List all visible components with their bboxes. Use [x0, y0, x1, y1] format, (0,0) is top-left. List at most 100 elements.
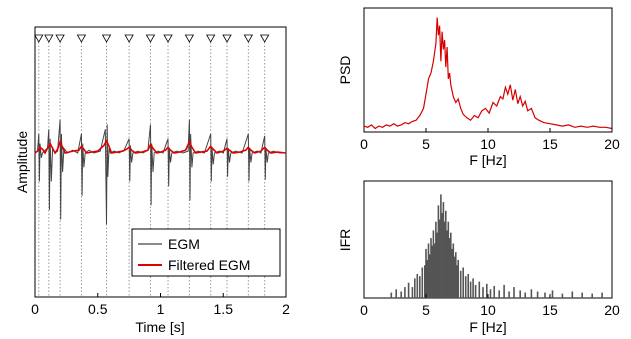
psd-tick-label: 15: [542, 136, 558, 152]
ifr-bar: [446, 230, 448, 298]
ifr-bar: [445, 210, 447, 298]
ifr-bar: [414, 278, 416, 298]
ifr-bar: [530, 289, 533, 298]
ifr-bar: [395, 289, 397, 298]
ifr-bar: [441, 213, 443, 298]
ifr-bar: [536, 291, 539, 298]
psd-x-ticks: 0 5 10 15 20: [360, 128, 620, 152]
ifr-bar: [443, 221, 446, 298]
ifr-bar: [447, 221, 450, 298]
ifr-bar: [436, 232, 438, 298]
event-marker-triangle: [34, 34, 44, 43]
event-marker-triangle: [222, 34, 232, 43]
ifr-bar: [472, 278, 474, 298]
ifr-bar: [493, 286, 495, 298]
ifr-bar: [416, 274, 419, 298]
event-marker-triangle: [124, 34, 134, 43]
ifr-bar: [433, 243, 436, 298]
event-marker-triangle: [184, 34, 195, 43]
ifr-bar: [404, 287, 406, 298]
psd-tick-label: 5: [422, 136, 430, 152]
ifr-bar: [435, 221, 437, 298]
egm-legend-label-egm: EGM: [168, 236, 200, 252]
ifr-bar: [469, 281, 472, 298]
ifr-bar: [503, 284, 505, 298]
egm-panel: 0 0.5 1 1.5 2 Time [s] Amplitude EGM Filtere…: [14, 26, 290, 335]
ifr-bar: [442, 202, 445, 298]
ifr-bar: [482, 287, 484, 298]
filtered-egm-trace: [34, 138, 287, 155]
ifr-bar: [519, 290, 521, 298]
ifr-bar: [437, 205, 440, 298]
ifr-bar: [464, 276, 467, 298]
ifr-bar: [390, 292, 393, 299]
ifr-bar: [440, 194, 442, 298]
egm-tick-label: 1: [157, 301, 165, 317]
ifr-bar: [456, 265, 458, 298]
ifr-bar: [544, 292, 546, 299]
egm-tick-label: 0: [31, 301, 39, 317]
ifr-bar: [430, 238, 432, 299]
ifr-bar: [581, 292, 583, 299]
ifr-bar: [450, 232, 452, 298]
ifr-bar: [428, 254, 431, 298]
event-marker-triangle: [243, 34, 254, 43]
ifr-bar: [524, 292, 526, 299]
ifr-plot-frame: [363, 180, 613, 299]
psd-y-axis-title: PSD: [337, 56, 353, 85]
ifr-tick-label: 0: [360, 302, 368, 318]
psd-tick-label: 20: [604, 136, 620, 152]
event-marker-triangle: [163, 34, 173, 43]
event-marker-triangle: [76, 34, 87, 43]
ifr-tick-label: 10: [480, 302, 496, 318]
ifr-bar: [486, 283, 488, 298]
ifr-bar: [407, 282, 410, 298]
event-marker-triangle: [206, 34, 216, 43]
ifr-bar: [601, 292, 603, 299]
event-marker-triangle: [259, 34, 270, 43]
ifr-bar: [513, 287, 515, 298]
ifr-tick-label: 15: [542, 302, 558, 318]
event-marker-triangle: [44, 34, 54, 43]
ifr-bar: [462, 267, 464, 298]
psd-tick-label: 0: [360, 136, 368, 152]
ifr-bar: [427, 243, 430, 298]
psd-x-axis-title: F [Hz]: [469, 152, 506, 168]
event-marker-triangle: [101, 34, 112, 43]
egm-trace-layer: [34, 119, 287, 225]
psd-tick-label: 10: [480, 136, 496, 152]
event-marker-triangle: [145, 34, 156, 43]
ifr-bar: [431, 245, 433, 298]
ifr-bar: [591, 293, 593, 298]
ifr-bar: [508, 291, 510, 298]
egm-legend-box: [131, 228, 281, 277]
ifr-bar: [411, 287, 414, 298]
event-marker-triangle: [55, 34, 65, 43]
psd-trace: [363, 17, 613, 130]
ifr-bar: [426, 259, 428, 298]
ifr-bar: [561, 293, 564, 298]
ifr-bar: [498, 290, 500, 298]
egm-legend: EGM Filtered EGM: [131, 228, 281, 277]
ifr-tick-label: 5: [422, 302, 430, 318]
ifr-bar: [478, 281, 481, 298]
ifr-bar: [551, 290, 554, 298]
ifr-bar: [419, 276, 421, 298]
egm-x-ticks: 0 0.5 1 1.5 2: [31, 293, 290, 317]
ifr-bar: [438, 219, 441, 298]
ifr-y-axis-title: IFR: [337, 229, 353, 252]
ifr-bar: [457, 259, 459, 298]
egm-tick-label: 0.5: [88, 301, 108, 317]
psd-trace-layer: [363, 17, 613, 130]
ifr-bar: [421, 267, 424, 298]
psd-panel: 0 5 10 15 20 F [Hz] PSD: [337, 7, 620, 168]
ifr-bar: [432, 230, 435, 298]
ifr-bar: [452, 243, 455, 298]
egm-y-axis-title: Amplitude: [14, 131, 30, 193]
ifr-x-ticks: 0 5 10 15 20: [360, 294, 620, 318]
ifr-x-axis-title: F [Hz]: [469, 319, 506, 335]
ifr-bar-layer: [390, 194, 603, 299]
egm-legend-label-filtered: Filtered EGM: [168, 257, 250, 273]
ifr-bar: [424, 265, 426, 298]
